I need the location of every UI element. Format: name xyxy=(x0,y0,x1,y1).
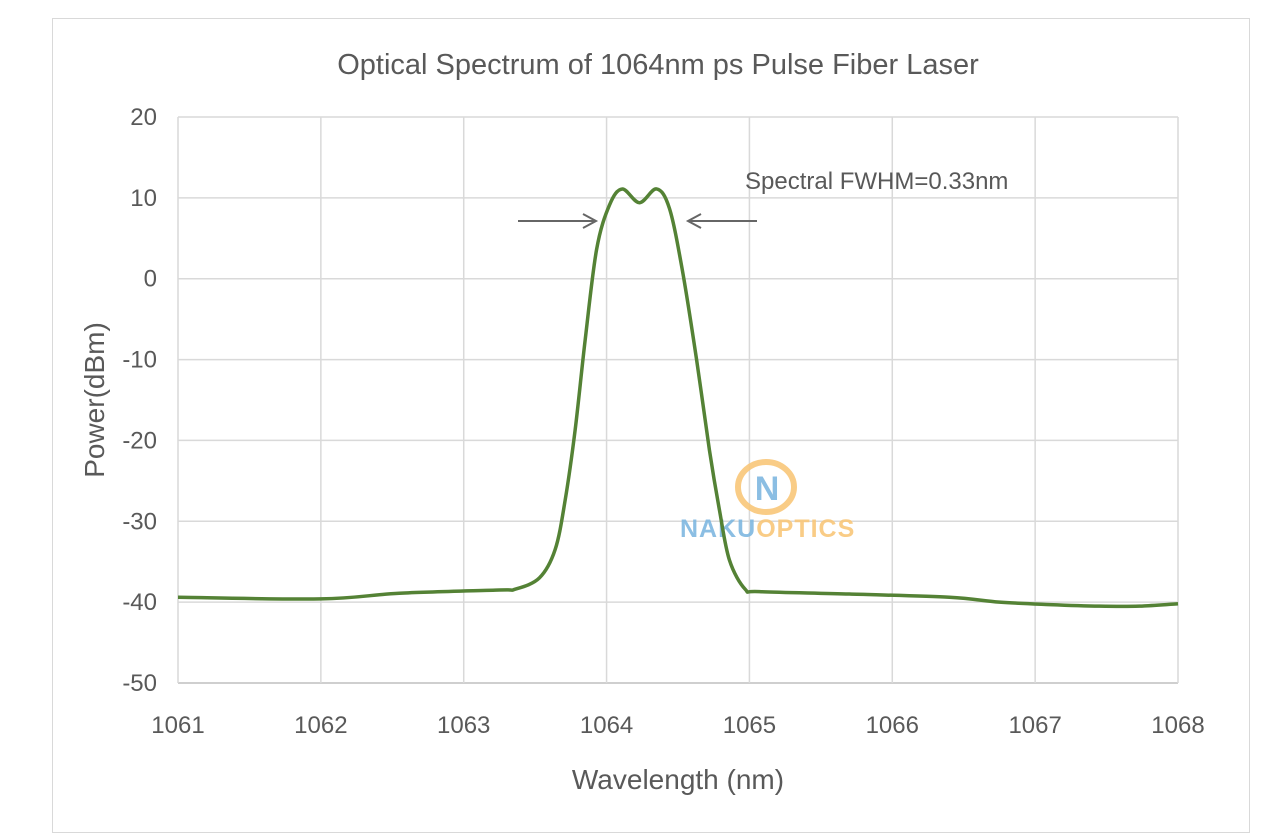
right-arrow xyxy=(685,213,757,229)
x-tick-label: 1068 xyxy=(1151,712,1204,739)
chart-title: Optical Spectrum of 1064nm ps Pulse Fibe… xyxy=(337,49,979,81)
y-tick-label: -40 xyxy=(122,589,157,616)
x-tick-label: 1061 xyxy=(151,712,204,739)
watermark-logo: N NAKUOPTICS xyxy=(680,459,855,543)
y-tick-labels: 20 10 0 -10 -20 -30 -40 -50 xyxy=(122,104,157,697)
chart-border xyxy=(52,18,1250,833)
x-tick-label: 1065 xyxy=(723,712,776,739)
x-axis-label: Wavelength (nm) xyxy=(572,764,784,795)
y-axis-label: Power(dBm) xyxy=(79,322,110,478)
series-line xyxy=(177,187,1179,609)
logo-ring xyxy=(735,459,797,515)
x-tick-labels: 1061 1062 1063 1064 1065 1066 1067 1068 xyxy=(151,712,1204,739)
x-tick-label: 1064 xyxy=(580,712,633,739)
logo-letter: N xyxy=(755,470,780,508)
x-tick-label: 1062 xyxy=(294,712,347,739)
fwhm-annotation: Spectral FWHM=0.33nm xyxy=(745,168,1008,195)
y-tick-label: 10 xyxy=(130,185,157,212)
logo-text: NAKUOPTICS xyxy=(680,515,855,543)
left-arrow xyxy=(518,213,599,229)
logo-text-optics: OPTICS xyxy=(756,515,855,543)
x-tick-label: 1063 xyxy=(437,712,490,739)
fwhm-arrows xyxy=(518,213,757,229)
x-tick-label: 1067 xyxy=(1008,712,1061,739)
x-tick-label: 1066 xyxy=(866,712,919,739)
y-tick-label: -10 xyxy=(122,347,157,374)
y-tick-label: -50 xyxy=(122,670,157,697)
y-tick-label: -30 xyxy=(122,508,157,535)
y-tick-label: 0 xyxy=(144,266,157,293)
y-tick-label: 20 xyxy=(130,104,157,131)
y-tick-label: -20 xyxy=(122,427,157,454)
logo-text-naku: NAKU xyxy=(680,515,756,543)
